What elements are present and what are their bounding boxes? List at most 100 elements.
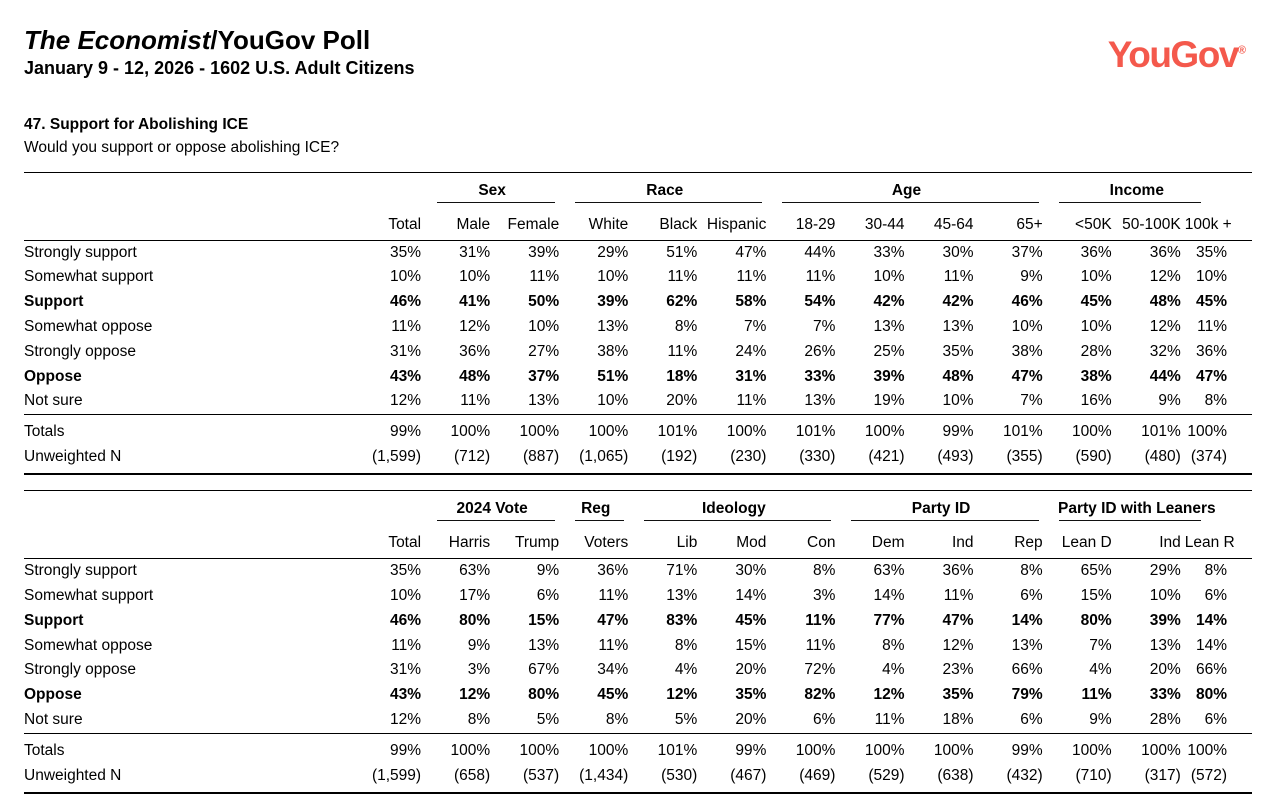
cell-value: 13% — [1149, 636, 1181, 654]
cell-value: 13% — [597, 317, 629, 335]
cell-value: 10% — [1080, 317, 1112, 335]
cell-value: 82% — [804, 686, 836, 704]
cell-value: 13% — [942, 317, 974, 335]
group-header-label: Race — [646, 181, 684, 199]
cell-value: 11% — [736, 392, 767, 410]
cell-value: 100% — [1113, 732, 1183, 763]
cell-value: 11% — [805, 636, 836, 654]
group-underline — [1058, 520, 1201, 522]
cell-value: 43% — [390, 367, 422, 385]
cell-value: 10% — [390, 586, 422, 604]
cell-value: 18% — [666, 367, 698, 385]
cell-value: 43% — [390, 686, 422, 704]
cell-value: 100% — [906, 732, 976, 763]
cell-value: 17% — [459, 586, 491, 604]
corner-cell — [24, 172, 354, 203]
cell-value: 10% — [1080, 268, 1112, 286]
cell-value: 46% — [1011, 293, 1043, 311]
cell-value: 15% — [1080, 586, 1112, 604]
cell-value: 11% — [1197, 317, 1227, 335]
group-underline — [437, 201, 556, 203]
column-header-row: Total Harris Trump Voters Lib Mod Con Dem Ind Rep… — [24, 521, 1252, 560]
cell-value: 99% — [906, 414, 976, 445]
cell-value: 20% — [735, 661, 767, 679]
group-header: Race — [561, 172, 768, 203]
cell-value: 79% — [1011, 686, 1043, 704]
cell-value: 14% — [873, 586, 905, 604]
cell-value: (712) — [453, 448, 491, 466]
cell-value: 11% — [598, 586, 629, 604]
cell-value: 6% — [1020, 710, 1043, 728]
cell-value: 12% — [459, 317, 491, 335]
cell-value: 11% — [667, 268, 698, 286]
row-label: Totals — [24, 414, 354, 445]
cell-value: 100% — [837, 732, 907, 763]
group-header-label: Age — [891, 181, 922, 199]
group-header-label: Income — [1109, 181, 1164, 199]
cell-value: 10% — [1195, 268, 1227, 286]
group-header-label: Party ID with Leaners — [1057, 500, 1216, 518]
column-header: 45-64 — [906, 202, 976, 241]
cell-value: 67% — [528, 661, 560, 679]
cell-value: 38% — [597, 342, 629, 360]
cell-value: 13% — [666, 586, 698, 604]
cell-value: 20% — [1149, 661, 1181, 679]
cell-value: (572) — [1190, 766, 1227, 784]
cell-value: 13% — [528, 392, 560, 410]
cell-value: 100% — [768, 732, 838, 763]
cell-value: 36% — [942, 562, 974, 580]
group-underline — [851, 520, 1039, 522]
cell-value: (230) — [730, 448, 767, 466]
row-label: Totals — [24, 732, 354, 763]
cell-value: 44% — [1149, 367, 1181, 385]
cell-value: 35% — [1195, 243, 1227, 261]
column-header: 18-29 — [768, 202, 838, 241]
group-header: 2024 Vote — [423, 491, 561, 522]
cell-value: 48% — [1149, 293, 1181, 311]
cell-value: 11% — [805, 268, 836, 286]
cell-value: 15% — [735, 636, 767, 654]
cell-value: 100% — [423, 732, 493, 763]
cell-value: 100% — [699, 414, 769, 445]
cell-value: 45% — [597, 686, 629, 704]
cell-value: (467) — [730, 766, 767, 784]
yougov-logo-text: YouGov — [1107, 34, 1240, 75]
cell-value: 77% — [873, 611, 905, 629]
table-row: Not sure 12% 11% 13% 10% 20% 11% 13% 19% 10% 7% 16%… — [24, 389, 1252, 414]
cell-value: 100% — [1182, 414, 1252, 445]
cell-value: 12% — [873, 686, 905, 704]
cell-value: 38% — [1080, 367, 1112, 385]
cell-value: 83% — [666, 611, 698, 629]
table-row: Somewhat oppose 11% 9% 13% 11% 8% 15% 11% 8% 12% 1… — [24, 634, 1252, 659]
cell-value: 13% — [873, 317, 905, 335]
cell-value: 11% — [1081, 686, 1112, 704]
cell-value: (374) — [1190, 448, 1227, 466]
cell-value: 45% — [1080, 293, 1112, 311]
cell-value: 30% — [735, 562, 767, 580]
cell-value: 72% — [804, 661, 836, 679]
cell-value: 12% — [459, 686, 491, 704]
cell-value: 100% — [1182, 732, 1252, 763]
cell-value: (887) — [523, 448, 560, 466]
cell-value: 99% — [699, 732, 769, 763]
cell-value: 101% — [768, 414, 838, 445]
cell-value: 38% — [1011, 342, 1043, 360]
cell-value: 27% — [528, 342, 560, 360]
cell-value: (1,434) — [579, 766, 629, 784]
cell-value: 10% — [390, 268, 422, 286]
group-header: Sex — [423, 172, 561, 203]
column-header: Lib — [630, 521, 700, 560]
column-header: Harris — [423, 521, 493, 560]
cell-value: 80% — [459, 611, 491, 629]
cell-value: 30% — [942, 243, 974, 261]
cell-value: 8% — [1204, 562, 1227, 580]
cell-value: 13% — [528, 636, 560, 654]
cell-value: 5% — [536, 710, 560, 728]
column-header: Total — [354, 202, 424, 241]
corner-cell — [24, 491, 354, 522]
cell-value: 80% — [1195, 686, 1227, 704]
column-header-row: Total Male Female White Black Hispanic 18-29 30… — [24, 202, 1252, 241]
column-header: Mod — [699, 521, 769, 560]
row-label: Support — [24, 611, 84, 629]
cell-value: 39% — [873, 367, 905, 385]
